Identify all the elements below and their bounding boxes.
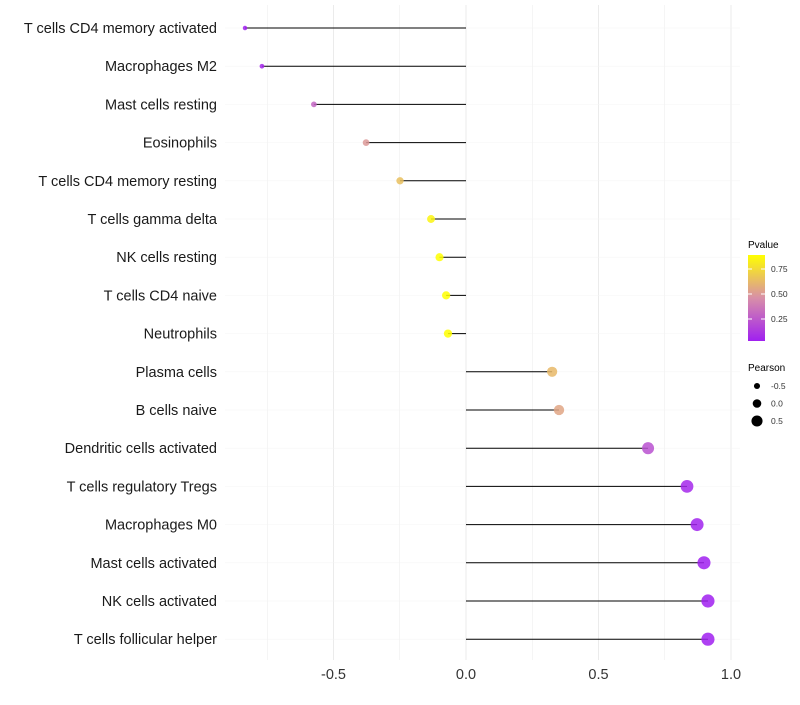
y-tick-label: T cells gamma delta	[88, 212, 218, 228]
point	[442, 291, 451, 300]
point	[701, 594, 715, 608]
point	[553, 404, 565, 416]
y-tick-label: NK cells resting	[116, 250, 217, 266]
y-tick-label: NK cells activated	[102, 594, 217, 610]
y-tick-label: T cells CD4 memory resting	[38, 174, 217, 190]
legend-colorbar	[748, 255, 765, 341]
point	[396, 177, 404, 185]
size-key-label: 0.5	[771, 416, 783, 426]
point	[242, 25, 248, 31]
point	[690, 518, 704, 532]
colorbar-tick-label: 0.50	[771, 289, 788, 299]
legend-color-title: Pvalue	[748, 240, 779, 251]
y-axis-labels: T cells CD4 memory activated Macrophages …	[24, 21, 218, 648]
point	[259, 63, 265, 69]
size-key-label: 0.0	[771, 399, 783, 409]
size-key-label: -0.5	[771, 381, 786, 391]
point	[427, 215, 435, 223]
point	[697, 556, 711, 570]
y-tick-label: T cells follicular helper	[74, 632, 217, 648]
x-axis-labels: -0.5 0.0 0.5 1.0	[321, 667, 741, 683]
y-tick-label: T cells regulatory Tregs	[67, 479, 217, 495]
y-tick-label: Macrophages M2	[105, 59, 217, 75]
y-tick-label: Eosinophils	[143, 136, 217, 152]
y-tick-label: Mast cells activated	[90, 556, 217, 572]
point	[701, 632, 715, 646]
point	[311, 101, 317, 108]
legend-size-title: Pearson	[748, 363, 785, 374]
y-tick-label: Plasma cells	[136, 365, 217, 381]
x-tick-label: 1.0	[721, 667, 741, 683]
y-tick-label: Neutrophils	[144, 327, 217, 343]
points	[242, 25, 715, 646]
stems	[244, 27, 708, 640]
y-tick-label: T cells CD4 memory activated	[24, 21, 217, 37]
point	[547, 366, 558, 377]
legend: Pvalue 0.75 0.50 0.25 Pearson -0.5 0.0 0.5	[748, 240, 788, 427]
size-key-dot	[752, 399, 762, 408]
x-tick-label: 0.0	[456, 667, 476, 683]
y-tick-label: B cells naive	[136, 403, 217, 419]
y-tick-label: Dendritic cells activated	[65, 441, 217, 457]
point	[435, 253, 444, 262]
colorbar-tick-label: 0.25	[771, 314, 788, 324]
point	[443, 329, 453, 338]
point	[680, 480, 694, 493]
x-tick-label: 0.5	[588, 667, 608, 683]
grid	[225, 5, 740, 660]
colorbar-tick-label: 0.75	[771, 264, 788, 274]
point	[362, 139, 370, 146]
size-key-dot	[751, 415, 763, 427]
y-tick-label: Macrophages M0	[105, 518, 217, 534]
y-tick-label: T cells CD4 naive	[104, 288, 217, 304]
x-tick-label: -0.5	[321, 667, 346, 683]
point	[642, 442, 655, 455]
size-key-dot	[753, 382, 761, 390]
y-tick-label: Mast cells resting	[105, 97, 217, 113]
